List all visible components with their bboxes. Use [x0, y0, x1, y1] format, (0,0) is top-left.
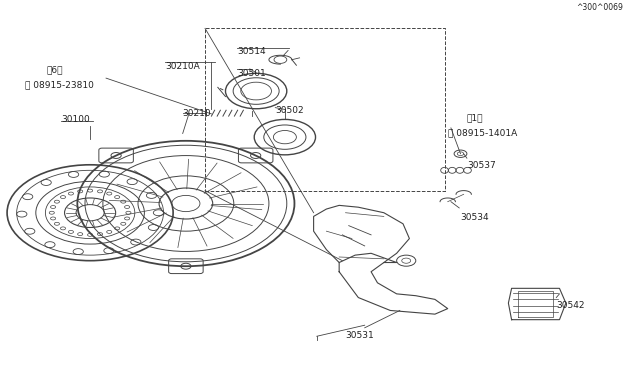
Text: 30531: 30531	[346, 331, 374, 340]
Text: 30501: 30501	[237, 69, 266, 78]
Text: 30100: 30100	[61, 115, 90, 124]
Text: 30210: 30210	[182, 109, 211, 118]
Text: （6）: （6）	[47, 65, 63, 74]
Text: ^300^0069: ^300^0069	[577, 3, 623, 12]
Text: 30514: 30514	[237, 47, 266, 56]
Text: 30502: 30502	[275, 106, 304, 115]
Text: 30542: 30542	[556, 301, 585, 310]
Text: 30537: 30537	[467, 161, 495, 170]
Text: 30210A: 30210A	[166, 61, 200, 71]
Text: 30534: 30534	[461, 213, 489, 222]
Text: Ⓟ 08915-1401A: Ⓟ 08915-1401A	[448, 128, 517, 137]
Text: （1）: （1）	[467, 113, 483, 122]
Text: Ⓟ 08915-23810: Ⓟ 08915-23810	[25, 80, 94, 89]
